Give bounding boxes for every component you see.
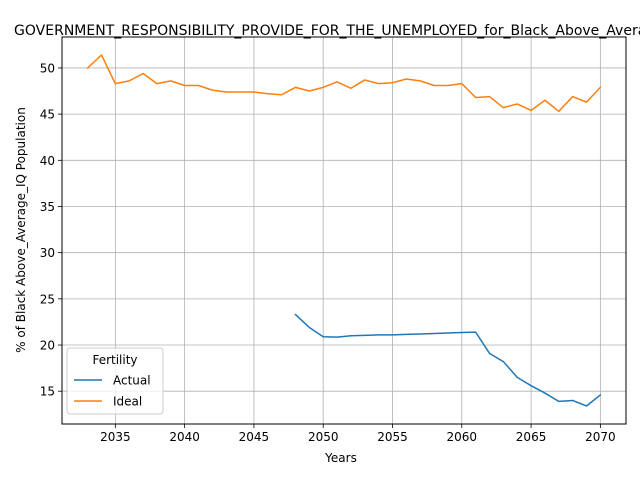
y-tick-label: 50 [40, 61, 55, 75]
series-line-ideal [86, 54, 602, 113]
x-tick-label: 2060 [447, 430, 478, 444]
x-axis-label: Years [324, 451, 357, 465]
y-tick-label: 15 [40, 385, 55, 399]
x-axis: 2035 2040 2045 2050 2055 2060 2065 2070 [100, 424, 616, 444]
x-tick-label: 2055 [377, 430, 408, 444]
x-tick-label: 2050 [308, 430, 339, 444]
y-tick-label: 45 [40, 108, 55, 122]
y-tick-label: 40 [40, 154, 55, 168]
series-line-actual [294, 313, 602, 407]
legend-label-ideal: Ideal [113, 395, 142, 409]
y-tick-label: 20 [40, 339, 55, 353]
y-tick-label: 35 [40, 200, 55, 214]
grid [62, 37, 626, 424]
chart-title: GOVERNMENT_RESPONSIBILITY_PROVIDE_FOR_TH… [14, 23, 640, 39]
legend-box [66, 347, 164, 415]
x-tick-label: 2040 [169, 430, 200, 444]
y-tick-label: 25 [40, 292, 55, 306]
y-tick-label: 30 [40, 246, 55, 260]
x-tick-label: 2045 [239, 430, 270, 444]
series-lines [86, 54, 602, 407]
legend-title: Fertility [92, 353, 137, 367]
legend: Fertility Actual Ideal [66, 347, 164, 415]
legend-label-actual: Actual [113, 374, 151, 388]
x-tick-label: 2065 [516, 430, 547, 444]
y-axis-label: % of Black Above_Average_IQ Population [14, 107, 28, 353]
x-tick-label: 2035 [100, 430, 131, 444]
x-tick-label: 2070 [585, 430, 616, 444]
y-axis: 15 20 25 30 35 40 45 50 [40, 61, 62, 399]
plot-frame [61, 36, 627, 425]
